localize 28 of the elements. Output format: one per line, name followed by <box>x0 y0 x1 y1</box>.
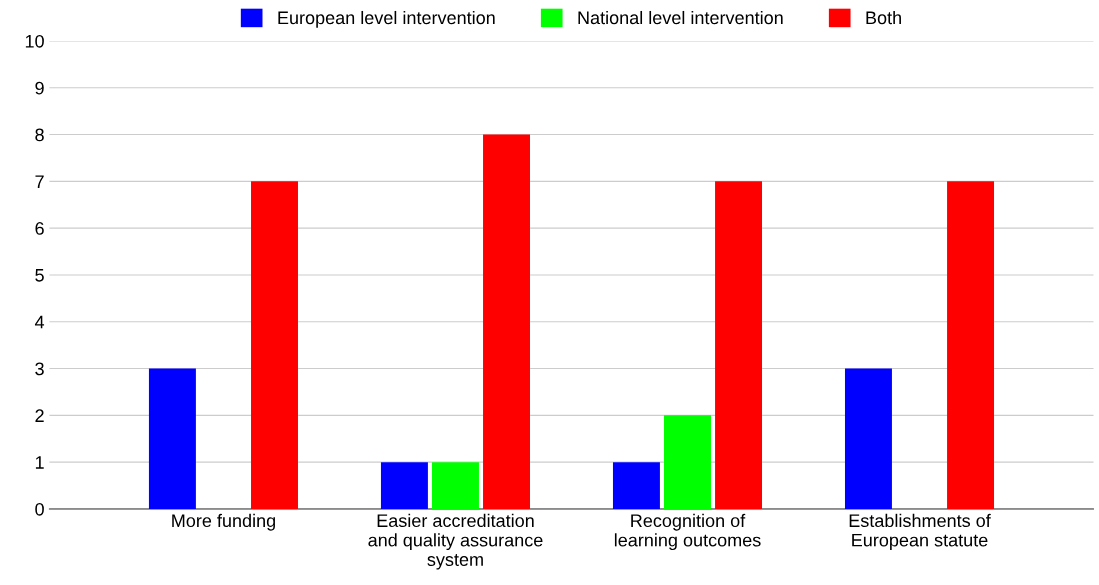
x-tick-label: Recognition of learning outcomes <box>614 513 761 551</box>
bar <box>844 368 892 509</box>
bar <box>148 368 196 509</box>
bar <box>380 462 428 509</box>
y-tick-label: 10 <box>25 34 44 48</box>
x-tick-label: Establishments of European statute <box>849 513 991 551</box>
y-tick-label: 4 <box>34 315 45 329</box>
y-tick-label: 5 <box>35 269 44 282</box>
y-tick-label: 2 <box>35 409 44 422</box>
bar <box>947 181 995 509</box>
x-tick-label: More funding <box>172 513 275 531</box>
bar <box>612 462 660 509</box>
bar <box>483 134 530 509</box>
x-tick-label: Easier accreditation and quality assurance system <box>368 513 543 570</box>
y-tick-label: 7 <box>35 175 44 188</box>
legend-label: National level intervention <box>578 10 783 25</box>
y-tick-label: 3 <box>35 362 44 376</box>
y-tick-label: 0 <box>35 502 44 516</box>
legend-label: Both <box>866 10 901 25</box>
y-tick-label: 8 <box>35 128 44 142</box>
bar <box>431 462 479 509</box>
y-tick-label: 9 <box>35 81 44 95</box>
y-tick-label: 1 <box>35 456 44 469</box>
y-tick-label: 6 <box>35 222 44 235</box>
bar <box>664 415 711 509</box>
legend-label: European level intervention <box>278 10 495 28</box>
bar <box>715 181 763 509</box>
bar <box>251 181 298 509</box>
